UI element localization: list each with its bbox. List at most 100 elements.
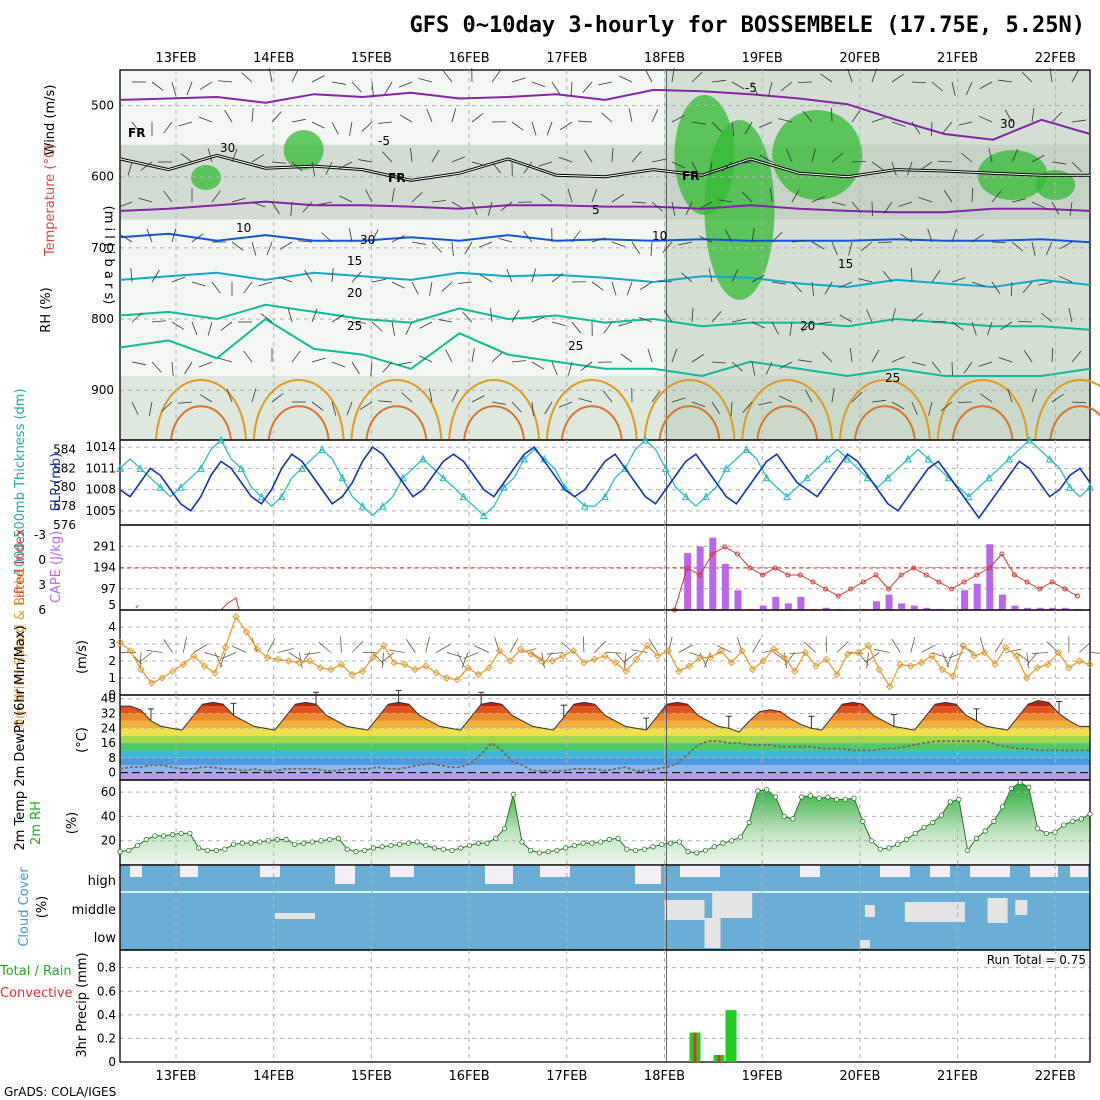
date-label-top: 20FEB — [839, 51, 880, 66]
wind-barb — [691, 401, 706, 408]
wind-barb — [382, 151, 393, 163]
wind-barb — [871, 161, 884, 171]
cape-bar — [1036, 607, 1044, 610]
wind-barb — [511, 121, 524, 131]
wind-barb — [419, 321, 433, 329]
wind-barb — [751, 361, 756, 376]
wind-barb — [988, 148, 993, 163]
wind-barb — [951, 277, 966, 283]
contour-label: -5 — [745, 81, 757, 95]
rh2m-marker — [755, 788, 761, 794]
wind-barb — [758, 401, 773, 406]
li-marker — [684, 565, 690, 571]
wind10-marker — [506, 657, 514, 665]
wind-barb — [251, 388, 257, 403]
wind-barb — [218, 357, 233, 363]
rh2m-marker — [510, 791, 516, 798]
rh2m-marker — [335, 835, 342, 841]
wind10-marker — [474, 670, 483, 679]
rh2m-marker — [833, 796, 840, 803]
wind10-marker — [158, 674, 166, 682]
wind-barb — [451, 201, 465, 210]
wind-barb — [591, 281, 604, 291]
thickness-marker — [722, 464, 731, 472]
wind-barb — [831, 201, 846, 206]
wind10-line — [119, 615, 1091, 688]
wind10-marker — [622, 667, 630, 675]
wind10-marker — [137, 665, 145, 674]
cape-bar — [696, 546, 704, 610]
wind-barb — [708, 268, 713, 283]
wind-barb — [351, 361, 360, 375]
rh2m-marker — [930, 819, 936, 826]
temp-color-band — [120, 713, 1090, 721]
date-label-bottom: 19FEB — [742, 1069, 783, 1084]
thickness-marker — [1065, 483, 1074, 491]
fr-label: FR — [388, 171, 405, 185]
wind-barb — [410, 148, 413, 163]
wind10-marker — [896, 660, 904, 669]
rh2m-marker — [912, 830, 918, 837]
wind-barb — [558, 401, 573, 408]
rh2m-marker — [519, 839, 525, 845]
wind-barb — [882, 270, 893, 283]
run-total-label: Run Total = 0.75 — [987, 953, 1086, 967]
thickness-marker — [985, 473, 993, 482]
wind10-marker — [1086, 660, 1094, 669]
wind-barb — [491, 401, 506, 405]
wind-barb — [619, 75, 633, 83]
wind-barb — [685, 201, 693, 215]
wind-barb — [678, 241, 693, 246]
wind10-marker — [959, 641, 968, 650]
wind-barb — [287, 308, 293, 323]
wind-barb — [991, 191, 1002, 203]
wind-barb — [178, 121, 193, 127]
thick-tick-label: 584 — [53, 442, 76, 456]
wind10-barb — [910, 636, 916, 653]
rh2m-marker — [300, 840, 307, 846]
pressure-tick-label: 600 — [91, 170, 114, 184]
freezing-level-inner — [119, 154, 1090, 181]
wind10-marker — [907, 662, 915, 670]
thickness-marker — [479, 511, 488, 520]
rh2m-marker — [694, 850, 700, 856]
wind-barb — [451, 156, 466, 163]
wind-barb — [418, 77, 433, 83]
wind10-barb — [561, 641, 574, 653]
rh2m-marker — [283, 836, 289, 843]
rh2m-marker — [493, 835, 499, 841]
wind-barb — [927, 228, 933, 243]
wind-barb — [831, 152, 844, 163]
contour-label: -5 — [378, 134, 390, 148]
wind-barb — [361, 121, 373, 132]
wind-barb — [979, 115, 993, 123]
rh2m-marker — [431, 845, 438, 851]
wind-barb — [951, 321, 964, 331]
cloud-clear-high — [335, 865, 355, 884]
wind10-marker — [970, 652, 978, 660]
pressure-tick-label: 900 — [91, 383, 114, 397]
wind-barb — [937, 160, 953, 163]
wind10-ylabel: 10m Wind Speed & Barbs — [13, 569, 28, 736]
wind10-marker — [200, 662, 209, 670]
wind-barb — [348, 228, 353, 243]
wind-barb — [991, 281, 1001, 294]
wind-barb — [560, 121, 573, 130]
wind-barb — [650, 241, 653, 256]
rh2m-marker — [397, 841, 403, 847]
wind-barb — [290, 201, 293, 216]
contour-label: 5 — [592, 203, 600, 217]
rh2m-marker — [606, 836, 612, 843]
wind-barb — [611, 148, 614, 163]
wind10-marker — [780, 653, 788, 662]
wind-barb — [382, 361, 393, 373]
wind10-marker — [369, 653, 377, 662]
wind-barb — [171, 321, 185, 330]
cape-bar — [684, 553, 692, 610]
rh2m-marker — [405, 840, 411, 846]
contour-label: 30 — [220, 141, 235, 155]
wind-barb — [801, 321, 813, 333]
wind10-barb — [351, 640, 364, 653]
wind-barb — [151, 320, 166, 323]
wind-barb — [1068, 308, 1073, 323]
